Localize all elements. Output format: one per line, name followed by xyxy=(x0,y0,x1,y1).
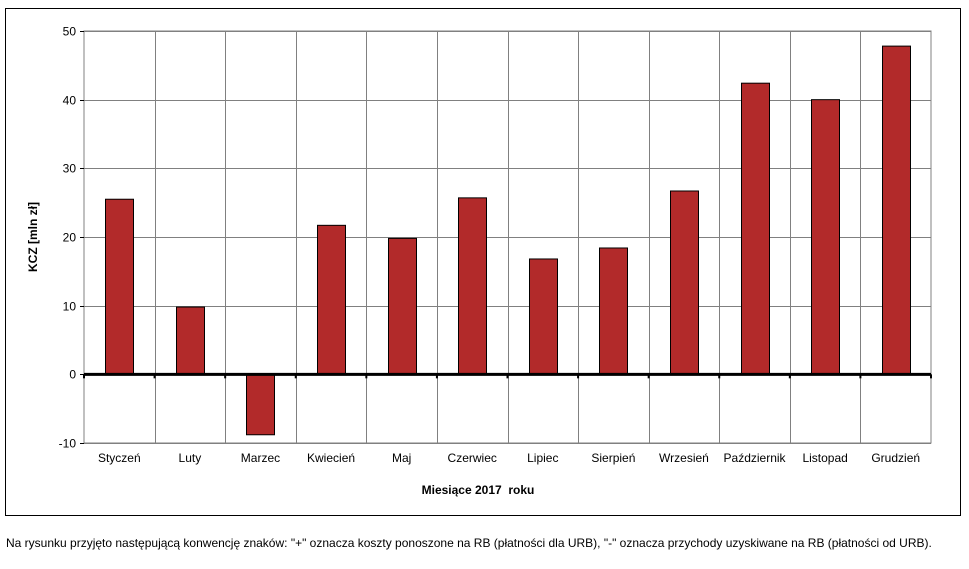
x-tick-label: Luty xyxy=(179,451,202,465)
axes: -10 0 10 20 30 40 50 Styczeń Luty Marzec Kwiecień M… xyxy=(59,25,932,465)
bar xyxy=(176,306,205,375)
bar xyxy=(246,373,275,436)
x-tick-label: Styczeń xyxy=(98,451,141,465)
x-tick-label: Maj xyxy=(392,451,411,465)
bar-chart: -10 0 10 20 30 40 50 Styczeń Luty Marzec Kwiecień M… xyxy=(26,25,932,497)
grid xyxy=(83,30,932,444)
y-tick-label: 40 xyxy=(63,94,77,108)
x-tick-label: Grudzień xyxy=(871,451,920,465)
bar xyxy=(317,224,346,375)
y-axis-label: KCZ [mln zł] xyxy=(26,202,40,272)
bar xyxy=(105,198,134,375)
y-tick-label: 0 xyxy=(69,368,76,382)
bar xyxy=(811,99,840,375)
x-tick-label: Wrzesień xyxy=(659,451,709,465)
y-tick-label: 50 xyxy=(63,25,77,39)
bar xyxy=(670,190,699,375)
y-tick-label: 30 xyxy=(63,162,77,176)
x-tick-label: Kwiecień xyxy=(307,451,355,465)
x-tick-label: Listopad xyxy=(802,451,847,465)
bar xyxy=(882,45,911,375)
x-tick-label: Sierpień xyxy=(591,451,635,465)
y-tick-label: -10 xyxy=(59,437,77,451)
bar xyxy=(529,258,558,375)
x-axis-label: Miesiące 2017 roku xyxy=(422,483,535,497)
bar xyxy=(388,237,417,375)
y-tick-label: 10 xyxy=(63,300,77,314)
bar xyxy=(741,82,770,375)
bar xyxy=(458,197,487,375)
x-tick-label: Czerwiec xyxy=(448,451,497,465)
x-tick-label: Marzec xyxy=(241,451,280,465)
bar xyxy=(599,247,628,375)
y-tick-label: 20 xyxy=(63,231,77,245)
sign-convention-note: Na rysunku przyjęto następującą konwencj… xyxy=(6,536,932,550)
x-tick-label: Lipiec xyxy=(527,451,558,465)
x-tick-label: Październik xyxy=(724,451,787,465)
